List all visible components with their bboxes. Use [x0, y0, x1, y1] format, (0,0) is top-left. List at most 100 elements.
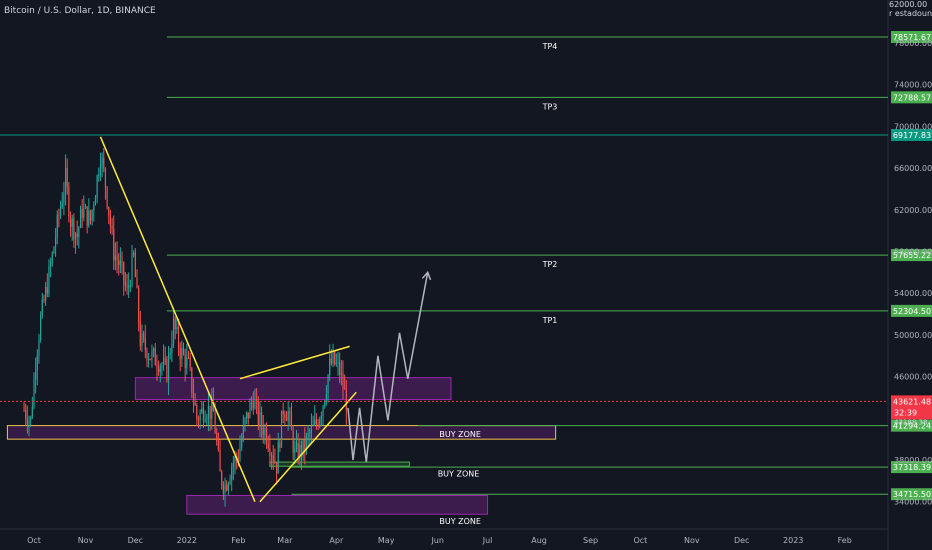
level-price-text: 34715.50: [893, 490, 931, 499]
candle-body: [58, 214, 60, 216]
candle-body: [295, 443, 298, 449]
candle-body: [287, 411, 289, 421]
candle-body: [334, 351, 336, 364]
candle-body: [274, 460, 276, 463]
candle-body: [176, 326, 178, 330]
candle-body: [219, 449, 221, 472]
x-tick-label: Nov: [78, 536, 94, 545]
candle-body: [292, 430, 294, 453]
x-tick-label: Dec: [128, 536, 143, 545]
candle-body: [33, 379, 35, 407]
y-tick-label: 54000.00: [894, 289, 932, 298]
projection-arrowhead: [421, 270, 432, 281]
candle-body: [50, 263, 52, 267]
candle-body: [181, 348, 183, 360]
x-tick-label: May: [378, 536, 395, 545]
y-tick-label: 46000.00: [894, 373, 932, 382]
level-price-text: 57655.22: [893, 251, 931, 260]
candle-body: [209, 406, 211, 419]
candle-body: [249, 402, 251, 419]
candle-body: [84, 206, 87, 209]
candle-body: [144, 337, 146, 350]
y-tick-label: 38000.00: [894, 456, 932, 465]
candle-body: [63, 192, 65, 203]
x-tick-label: 2022: [177, 536, 197, 545]
level-price-text: 78571.67: [893, 33, 931, 42]
candle-body: [300, 444, 303, 457]
level-price-text: 72788.57: [893, 93, 931, 102]
level-price-tag: [891, 488, 932, 501]
candle-body: [48, 266, 50, 294]
candle-body: [214, 411, 216, 434]
candle-body: [282, 410, 284, 415]
candle-body: [207, 406, 210, 419]
candle-body: [344, 388, 346, 390]
candle-body: [322, 406, 324, 416]
candle-body: [229, 479, 231, 484]
axis-series-label: r estadounide: [889, 9, 932, 18]
candle-body: [244, 418, 246, 425]
candle-body: [64, 167, 67, 193]
candle-body: [31, 406, 33, 417]
candle-body: [123, 262, 125, 282]
candle-body: [252, 402, 254, 409]
candle-body: [332, 351, 334, 364]
y-tick-label: 58000.00: [894, 248, 932, 257]
candle-body: [199, 412, 201, 421]
candle-body: [114, 255, 116, 261]
buy-zone-label: BUY ZONE: [439, 430, 481, 439]
candle-body: [329, 358, 331, 376]
candle-body: [99, 163, 102, 175]
candle-body: [272, 455, 274, 461]
zone-box: [134, 377, 452, 401]
x-tick-label: Aug: [531, 536, 547, 545]
candle-body: [174, 317, 176, 330]
candle-body: [161, 365, 163, 367]
candle-body: [184, 354, 186, 369]
candle-body: [231, 467, 233, 480]
candle-body: [98, 174, 100, 176]
candle-body: [118, 260, 120, 266]
candle-body: [26, 418, 28, 425]
candle-body: [124, 281, 126, 286]
x-tick-label: Feb: [838, 536, 852, 545]
candle-body: [101, 157, 103, 164]
candle-body: [337, 362, 339, 364]
candle-body: [111, 225, 113, 229]
candle-body: [138, 287, 140, 322]
candle-body: [55, 237, 57, 248]
candle-body: [94, 197, 97, 206]
candle-body: [129, 285, 131, 287]
y-tick-label: 74000.00: [894, 81, 932, 90]
candle-body: [232, 463, 234, 468]
candle-body: [204, 419, 206, 422]
candle-body: [247, 412, 249, 419]
candle-body: [261, 412, 263, 427]
candle-body: [226, 485, 228, 491]
candle-body: [167, 354, 170, 381]
y-tick-label: 34000.00: [894, 498, 932, 507]
candle-body: [96, 175, 98, 198]
trendline: [239, 345, 350, 380]
candle-body: [23, 409, 25, 411]
candle-body: [265, 428, 268, 444]
candle-body: [30, 416, 32, 420]
trendline: [99, 136, 256, 502]
candle-body: [312, 424, 314, 426]
candle-body: [317, 424, 319, 427]
candle-body: [246, 412, 248, 419]
candle-body: [237, 458, 239, 461]
level-price-tag: [891, 91, 932, 104]
candle-body: [345, 389, 347, 411]
candle-body: [335, 363, 337, 365]
candle-body: [327, 375, 329, 394]
level-label-tp4: TP4: [542, 42, 558, 51]
candle-body: [194, 400, 196, 406]
candle-body: [270, 455, 273, 457]
level-label-tp2: TP2: [542, 260, 558, 269]
candle-body: [216, 433, 218, 442]
x-tick-label: Dec: [734, 536, 749, 545]
candle-body: [149, 358, 151, 360]
candle-body: [307, 433, 309, 436]
